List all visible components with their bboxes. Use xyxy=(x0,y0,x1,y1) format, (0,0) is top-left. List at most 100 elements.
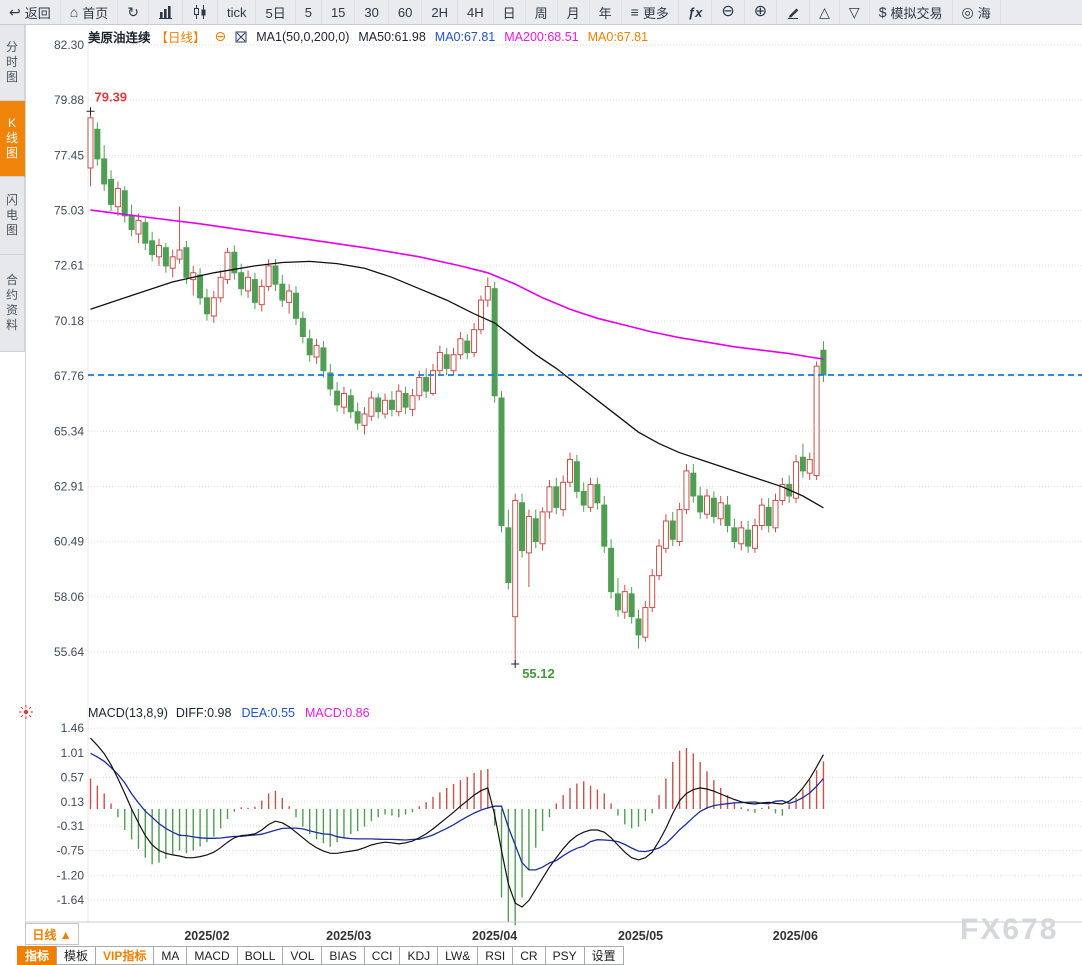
bottom-tab-lwr[interactable]: LW& xyxy=(437,946,479,965)
swirl-icon: ◎ xyxy=(961,4,974,20)
toolbar-period-15[interactable]: 15 xyxy=(322,0,356,24)
svg-text:70.18: 70.18 xyxy=(54,314,84,328)
svg-text:77.45: 77.45 xyxy=(54,148,84,162)
toolbar-pattern-down[interactable]: ▽ xyxy=(840,0,870,24)
toolbar-period-5d-label: 5日 xyxy=(265,5,286,21)
chart-legend: 美原油连续 【日线】 ⊖ MA1(50,0,200,0) MA50:61.98 … xyxy=(88,27,648,46)
toolbar-period-month[interactable]: 月 xyxy=(558,0,590,24)
toolbar-refresh[interactable]: ↻ xyxy=(118,0,149,24)
toolbar-period-2h-label: 2H xyxy=(431,4,448,20)
menu-icon: ≡ xyxy=(630,4,639,20)
svg-text:-0.75: -0.75 xyxy=(57,844,85,858)
bottom-tab-settings[interactable]: 设置 xyxy=(583,946,624,965)
watermark: FX678 xyxy=(960,913,1059,946)
toolbar-more[interactable]: ≡ 更多 xyxy=(622,0,679,24)
toolbar-tick[interactable]: tick xyxy=(218,0,257,24)
toolbar-period-year[interactable]: 年 xyxy=(590,0,622,24)
bottom-tab-indicator[interactable]: 指标 xyxy=(17,946,58,965)
bottom-tab-macd[interactable]: MACD xyxy=(186,946,238,965)
svg-text:2025/05: 2025/05 xyxy=(618,929,663,943)
toolbar-period-5[interactable]: 5 xyxy=(296,0,322,24)
chart-canvas[interactable]: 82.30 79.88 77.45 75.03 72.61 70.18 67.76 65.34… xyxy=(25,25,1082,946)
toolbar-draw-tool[interactable] xyxy=(777,0,811,24)
toolbar-tick-label: tick xyxy=(226,4,247,20)
toolbar-period-60[interactable]: 60 xyxy=(389,0,423,24)
toolbar-period-day[interactable]: 日 xyxy=(494,0,526,24)
toolbar-line-chart[interactable] xyxy=(149,0,183,24)
toolbar-period-2h[interactable]: 2H xyxy=(422,0,458,24)
toolbar-fx-indicator[interactable]: ƒx xyxy=(679,0,713,24)
svg-text:-1.20: -1.20 xyxy=(57,868,85,882)
svg-text:79.88: 79.88 xyxy=(54,93,84,107)
bottom-tab-cr[interactable]: CR xyxy=(512,946,546,965)
svg-text:1.46: 1.46 xyxy=(61,721,85,735)
ma0-blue-value: MA0:67.81 xyxy=(434,29,496,44)
toolbar-period-week[interactable]: 周 xyxy=(526,0,558,24)
toolbar-zoom-in[interactable]: ⊕ xyxy=(745,0,778,24)
refresh-icon: ↻ xyxy=(127,4,139,20)
period-selector[interactable]: 日线 ▲ xyxy=(25,923,79,945)
svg-text:60.49: 60.49 xyxy=(54,535,84,549)
bottom-tab-psy[interactable]: PSY xyxy=(544,946,585,965)
toolbar-turtle[interactable]: ◎ 海 xyxy=(953,0,1001,24)
indicator-sun-icon[interactable] xyxy=(18,704,34,725)
toolbar-home[interactable]: ⌂ 首页 xyxy=(61,0,119,24)
toolbar-back-label: 返回 xyxy=(24,5,51,21)
toolbar-zoom-out[interactable]: ⊖ xyxy=(712,0,745,24)
toolbar-sim-trading[interactable]: $ 模拟交易 xyxy=(870,0,953,24)
svg-text:-1.64: -1.64 xyxy=(57,893,85,907)
bottom-tab-boll[interactable]: BOLL xyxy=(236,946,284,965)
svg-text:58.06: 58.06 xyxy=(54,590,84,604)
ma-group-label: MA1(50,0,200,0) xyxy=(256,29,350,44)
svg-text:55.12: 55.12 xyxy=(522,666,555,681)
pencil-icon xyxy=(786,5,800,19)
bottom-tab-rsi[interactable]: RSI xyxy=(477,946,514,965)
toolbar-period-5d[interactable]: 5日 xyxy=(256,0,296,24)
bottom-tab-vip-indicator[interactable]: VIP指标 xyxy=(95,946,155,965)
ma200-value: MA200:68.51 xyxy=(504,29,579,44)
svg-text:62.91: 62.91 xyxy=(54,480,84,494)
svg-text:79.39: 79.39 xyxy=(95,89,128,104)
bottom-tab-cci[interactable]: CCI xyxy=(363,946,401,965)
bottom-tab-template[interactable]: 模板 xyxy=(56,946,97,965)
period-label: 【日线】 xyxy=(155,31,206,45)
ma-settings-icon[interactable] xyxy=(235,31,247,43)
bottom-tab-bias[interactable]: BIAS xyxy=(321,946,365,965)
sidebar-tab-contract-info[interactable]: 合约资料 xyxy=(0,255,25,352)
toolbar-sim-trading-label: 模拟交易 xyxy=(890,5,943,21)
toolbar-period-day-label: 日 xyxy=(502,5,516,21)
back-arrow-icon: ↩ xyxy=(9,4,21,20)
macd-params: MACD(13,8,9) xyxy=(88,706,168,720)
toolbar-period-30[interactable]: 30 xyxy=(355,0,389,24)
svg-text:2025/03: 2025/03 xyxy=(326,929,371,943)
toolbar-period-15-label: 15 xyxy=(330,4,346,20)
toolbar-pattern-up[interactable]: △ xyxy=(810,0,840,24)
sidebar-tab-lightning-chart[interactable]: 闪电图 xyxy=(0,177,25,255)
svg-text:2025/06: 2025/06 xyxy=(773,929,818,943)
bottom-tab-kdj[interactable]: KDJ xyxy=(399,946,439,965)
zoom-out-icon: ⊖ xyxy=(721,3,735,20)
bar-chart-icon xyxy=(158,5,173,19)
bottom-tab-ma[interactable]: MA xyxy=(153,946,188,965)
collapse-icon[interactable]: ⊖ xyxy=(214,28,227,44)
svg-text:-0.31: -0.31 xyxy=(57,819,85,833)
svg-text:2025/04: 2025/04 xyxy=(472,929,517,943)
svg-text:72.61: 72.61 xyxy=(54,259,84,273)
zoom-in-icon: ⊕ xyxy=(753,3,768,20)
toolbar-candle-chart[interactable] xyxy=(183,0,218,24)
ma0-orange-value: MA0:67.81 xyxy=(587,29,649,44)
toolbar-back[interactable]: ↩ 返回 xyxy=(0,0,61,24)
toolbar-turtle-label: 海 xyxy=(977,5,991,21)
toolbar-period-5-label: 5 xyxy=(304,4,312,20)
ma50-value: MA50:61.98 xyxy=(358,29,426,44)
bottom-toolbar: 指标 模板 VIP指标 MA MACD BOLL VOL BIAS CCI KDJ LW& RSI CR… xyxy=(17,946,624,965)
svg-text:75.03: 75.03 xyxy=(54,204,84,218)
toolbar-more-label: 更多 xyxy=(642,5,669,21)
sidebar-tab-time-chart[interactable]: 分时图 xyxy=(0,25,25,101)
macd-macd-value: MACD:0.86 xyxy=(304,706,370,720)
bottom-tab-vol[interactable]: VOL xyxy=(282,946,323,965)
toolbar-period-4h[interactable]: 4H xyxy=(458,0,494,24)
toolbar-fx-indicator-label: ƒx xyxy=(687,4,703,20)
svg-text:0.57: 0.57 xyxy=(61,770,85,784)
